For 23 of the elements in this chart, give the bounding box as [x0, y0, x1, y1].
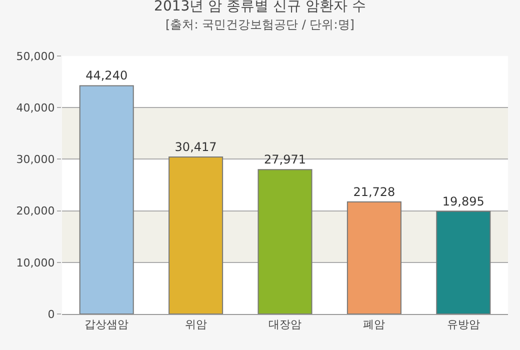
chart-title: 2013년 암 종류별 신규 암환자 수 — [154, 0, 366, 14]
y-tick-label: 30,000 — [16, 153, 55, 166]
x-tick-label: 폐암 — [363, 318, 386, 332]
y-tick-label: 20,000 — [16, 204, 55, 218]
y-tick-label: 40,000 — [16, 101, 55, 114]
y-tick-label: 10,000 — [16, 256, 55, 270]
data-label: 19,895 — [442, 194, 484, 208]
y-tick-label: 0 — [48, 308, 55, 321]
y-tick-label: 50,000 — [16, 50, 55, 63]
bar — [258, 169, 312, 314]
data-label: 30,417 — [174, 140, 217, 154]
x-tick-label: 유방암 — [446, 318, 480, 332]
data-label: 27,971 — [264, 152, 306, 167]
bar — [168, 156, 224, 314]
x-tick-label: 위암 — [184, 318, 207, 332]
bar — [79, 85, 134, 314]
bar — [436, 210, 491, 314]
data-label: 44,240 — [86, 68, 128, 83]
x-tick-label: 갑상샘암 — [84, 318, 129, 332]
data-label: 21,728 — [353, 184, 396, 199]
bar — [346, 201, 402, 314]
x-tick-label: 대장암 — [268, 318, 302, 332]
chart-subtitle: [출처: 국민건강보험공단 / 단위:명] — [166, 18, 354, 32]
